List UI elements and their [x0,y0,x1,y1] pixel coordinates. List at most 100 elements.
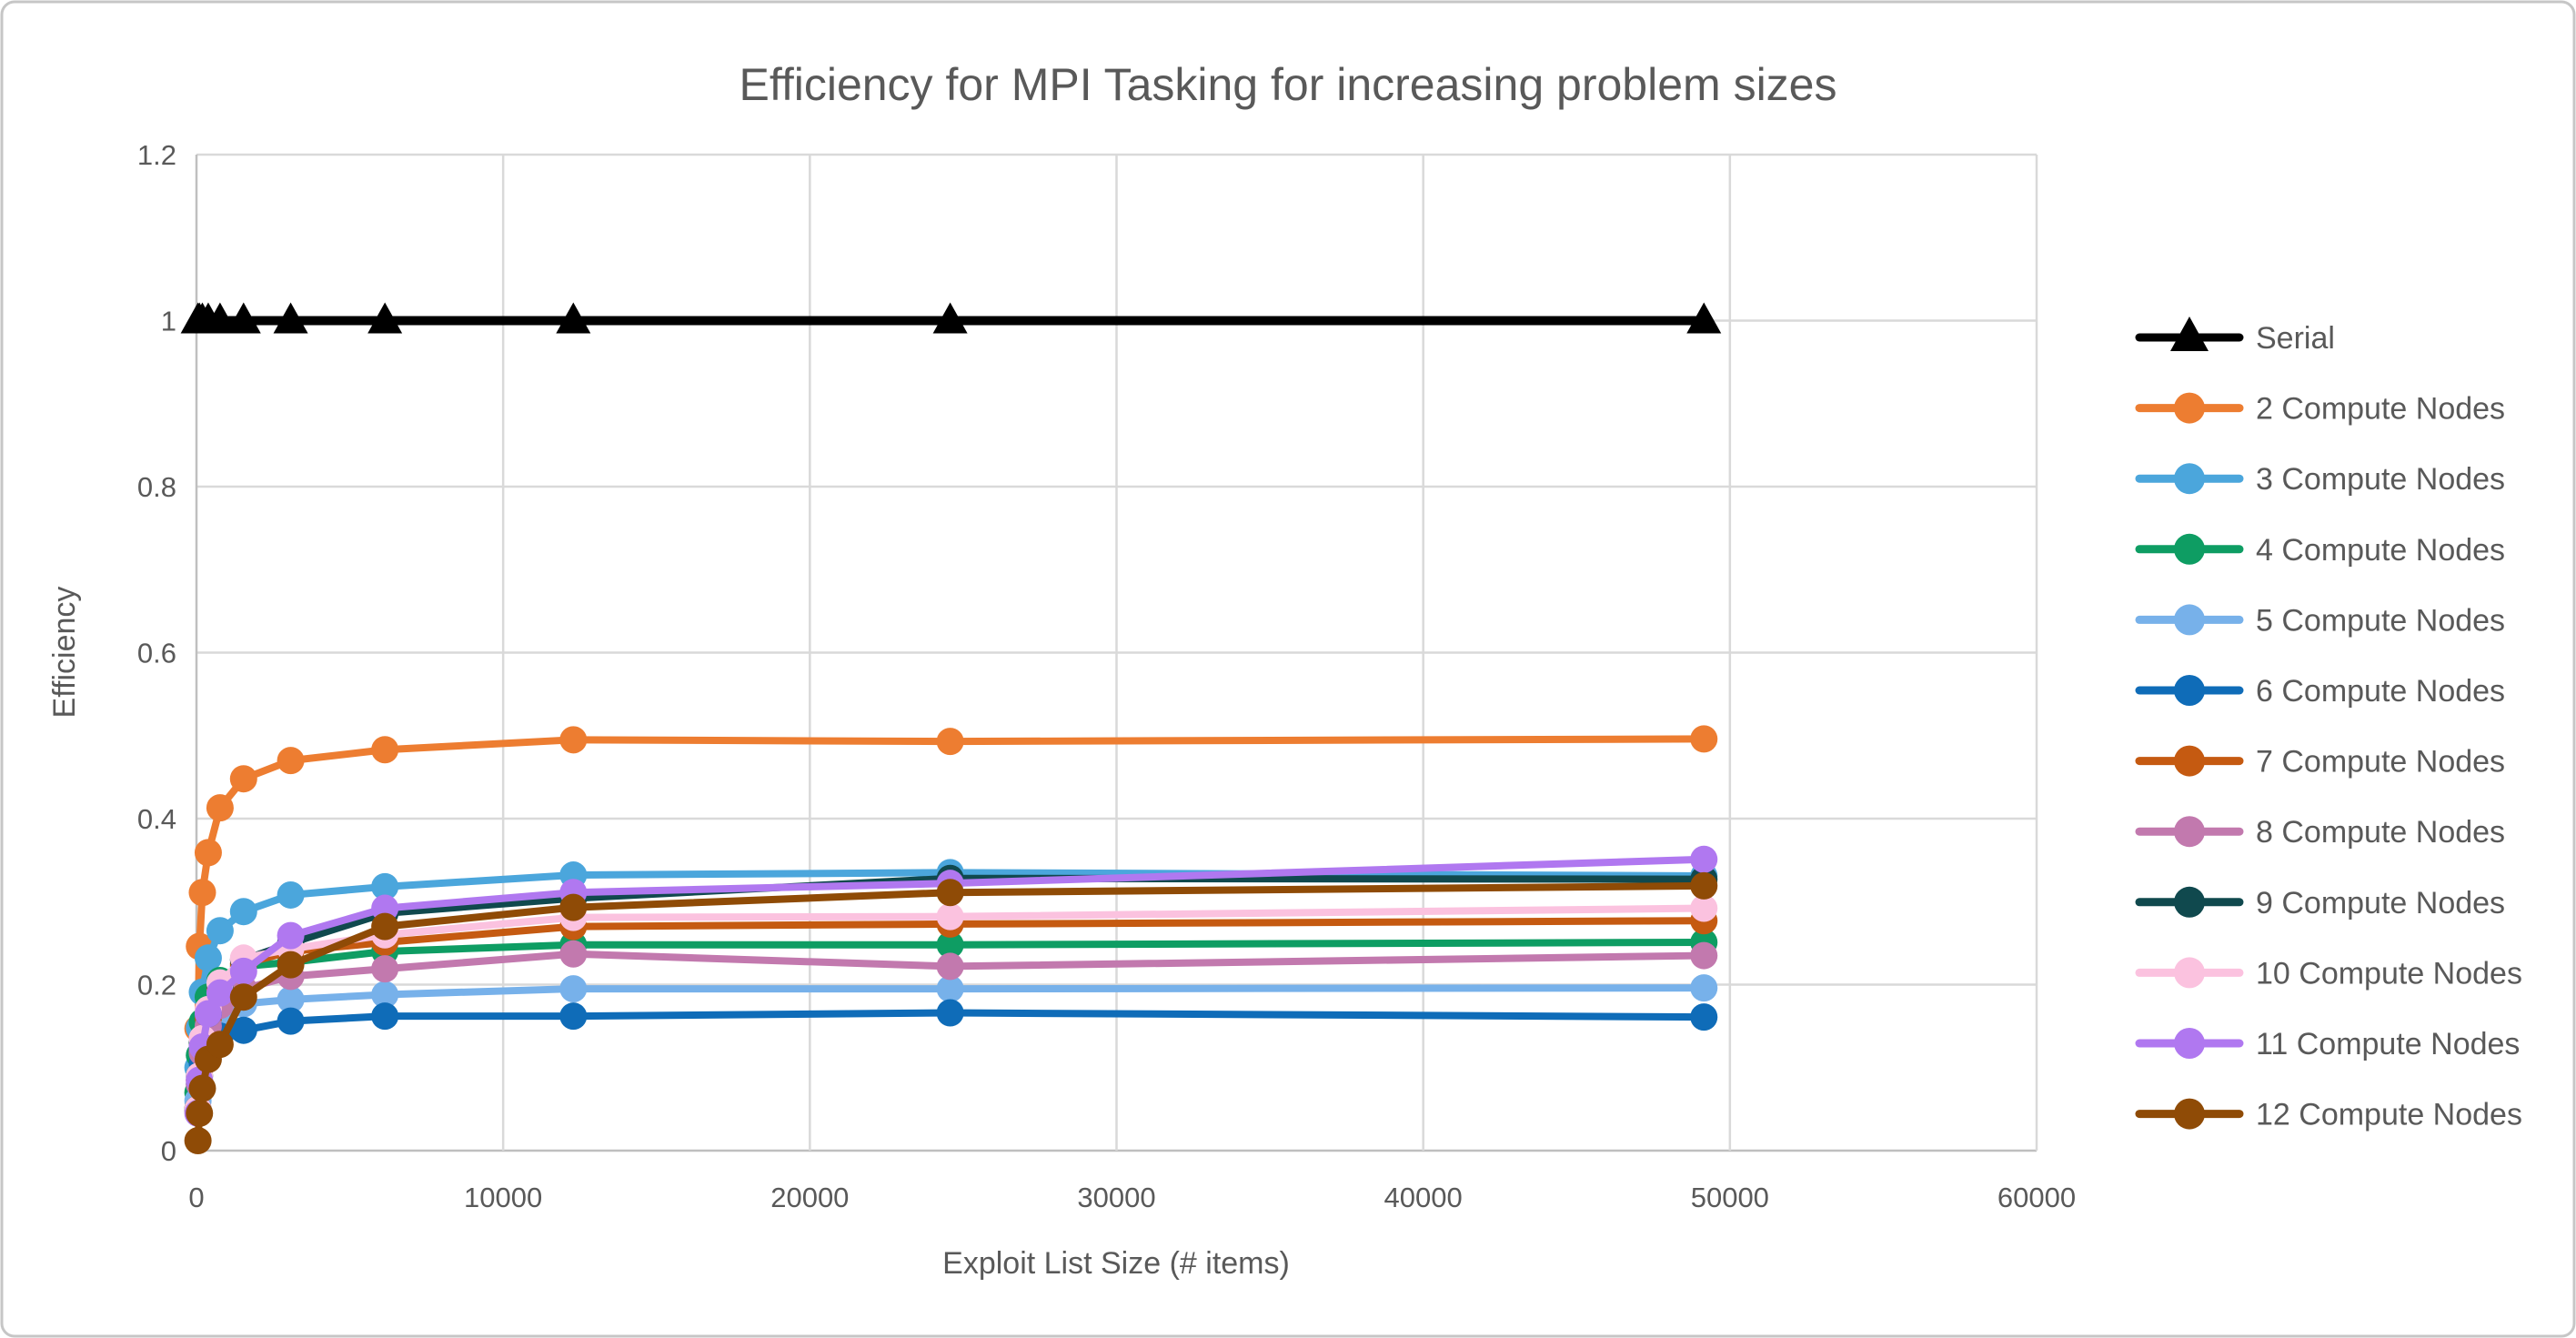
y-tick-0.4: 0.4 [137,803,176,835]
marker-triangle-serial-49152 [1686,302,1722,334]
marker-2-compute-nodes-1536 [229,765,257,793]
marker-6-compute-nodes-12288 [559,1002,588,1031]
legend-item-7-compute-nodes: 7 Compute Nodes [2135,745,2505,780]
marker-2-compute-nodes-49152 [1690,725,1718,753]
marker-5-compute-nodes-49152 [1690,974,1718,1002]
marker-6-compute-nodes-3072 [277,1007,305,1035]
marker-12-compute-nodes-192 [188,1074,216,1102]
y-tick-0.8: 0.8 [137,471,176,503]
marker-4-compute-nodes-24576 [936,931,964,959]
x-tick-0: 0 [188,1182,204,1213]
marker-2-compute-nodes-768 [206,794,234,822]
legend-marker-9-compute-nodes [2174,886,2205,918]
legend-label-serial: Serial [2256,321,2335,356]
marker-3-compute-nodes-3072 [277,880,305,909]
marker-triangle-serial-24576 [932,302,968,334]
legend-marker-3-compute-nodes [2174,463,2205,495]
legend-item-5-compute-nodes: 5 Compute Nodes [2135,603,2505,638]
marker-2-compute-nodes-6144 [371,736,399,764]
marker-2-compute-nodes-12288 [559,726,588,754]
marker-12-compute-nodes-6144 [371,912,399,941]
series-12-compute-nodes [184,871,1718,1155]
marker-11-compute-nodes-1536 [229,957,257,985]
y-tick-0.2: 0.2 [137,970,176,1001]
marker-3-compute-nodes-768 [206,917,234,945]
marker-10-compute-nodes-24576 [936,902,964,931]
legend-label-10-compute-nodes: 10 Compute Nodes [2256,956,2522,991]
legend-label-7-compute-nodes: 7 Compute Nodes [2256,745,2505,780]
marker-triangle-serial-3072 [273,302,308,334]
legend-item-11-compute-nodes: 11 Compute Nodes [2135,1027,2520,1061]
x-tick-60000: 60000 [1997,1182,2076,1213]
marker-12-compute-nodes-3072 [277,951,305,979]
marker-triangle-serial-768 [202,302,237,334]
x-tick-10000: 10000 [464,1182,542,1213]
legend-item-3-compute-nodes: 3 Compute Nodes [2135,462,2505,497]
y-axis-title: Efficiency [47,587,82,719]
tick-labels: 0 0.2 0.4 0.6 0.8 1 1.2 0 10000 20000 30000 40000 50… [137,139,2076,1213]
legend-label-6-compute-nodes: 6 Compute Nodes [2256,674,2505,709]
legend-item-12-compute-nodes: 12 Compute Nodes [2135,1098,2522,1132]
x-tick-40000: 40000 [1384,1182,1463,1213]
marker-6-compute-nodes-6144 [371,1002,399,1031]
x-tick-20000: 20000 [770,1182,849,1213]
legend-label-4-compute-nodes: 4 Compute Nodes [2256,533,2505,568]
legend-label-12-compute-nodes: 12 Compute Nodes [2256,1098,2522,1132]
legend-item-9-compute-nodes: 9 Compute Nodes [2135,886,2505,921]
marker-3-compute-nodes-384 [194,944,222,972]
marker-triangle-serial-6144 [367,302,403,334]
legend-item-6-compute-nodes: 6 Compute Nodes [2135,674,2505,709]
legend-marker-11-compute-nodes [2174,1028,2205,1059]
legend-marker-10-compute-nodes [2174,957,2205,989]
marker-12-compute-nodes-49152 [1690,871,1718,900]
marker-2-compute-nodes-192 [188,879,216,907]
marker-11-compute-nodes-3072 [277,921,305,950]
legend-label-9-compute-nodes: 9 Compute Nodes [2256,886,2505,921]
legend-label-2-compute-nodes: 2 Compute Nodes [2256,392,2505,427]
legend: Serial 2 Compute Nodes 3 Compute Nodes 4 Co… [2135,317,2522,1132]
marker-2-compute-nodes-3072 [277,747,305,775]
marker-11-compute-nodes-49152 [1690,845,1718,873]
legend-marker-serial [2170,317,2209,351]
marker-8-compute-nodes-49152 [1690,941,1718,970]
legend-marker-6-compute-nodes [2174,675,2205,706]
marker-triangle-serial-12288 [556,302,591,334]
chart-title: Efficiency for MPI Tasking for increasin… [740,59,1837,110]
marker-2-compute-nodes-24576 [936,728,964,756]
marker-8-compute-nodes-6144 [371,955,399,983]
legend-marker-5-compute-nodes [2174,604,2205,636]
legend-label-5-compute-nodes: 5 Compute Nodes [2256,603,2505,638]
marker-5-compute-nodes-12288 [559,975,588,1003]
legend-marker-2-compute-nodes [2174,392,2205,424]
legend-marker-7-compute-nodes [2174,745,2205,777]
legend-marker-12-compute-nodes [2174,1098,2205,1130]
marker-6-compute-nodes-24576 [936,999,964,1027]
marker-5-compute-nodes-3072 [277,985,305,1013]
legend-item-serial: Serial [2135,317,2335,356]
marker-12-compute-nodes-768 [206,1031,234,1059]
legend-label-3-compute-nodes: 3 Compute Nodes [2256,462,2505,497]
marker-3-compute-nodes-1536 [229,898,257,926]
marker-11-compute-nodes-768 [206,979,234,1007]
legend-label-8-compute-nodes: 8 Compute Nodes [2256,815,2505,850]
marker-12-compute-nodes-96 [186,1099,214,1127]
marker-5-compute-nodes-24576 [936,975,964,1003]
y-tick-0.6: 0.6 [137,638,176,669]
marker-12-compute-nodes-48 [184,1127,212,1155]
legend-item-8-compute-nodes: 8 Compute Nodes [2135,815,2505,850]
legend-item-10-compute-nodes: 10 Compute Nodes [2135,956,2522,991]
y-tick-0: 0 [161,1135,176,1167]
marker-12-compute-nodes-1536 [229,983,257,1011]
marker-8-compute-nodes-12288 [559,940,588,968]
marker-12-compute-nodes-12288 [559,893,588,921]
marker-6-compute-nodes-1536 [229,1016,257,1044]
series-layer [180,302,1722,1155]
x-tick-50000: 50000 [1691,1182,1769,1213]
legend-marker-8-compute-nodes [2174,816,2205,848]
x-tick-30000: 30000 [1077,1182,1155,1213]
marker-10-compute-nodes-49152 [1690,894,1718,922]
marker-5-compute-nodes-6144 [371,981,399,1009]
series-serial [180,302,1722,334]
